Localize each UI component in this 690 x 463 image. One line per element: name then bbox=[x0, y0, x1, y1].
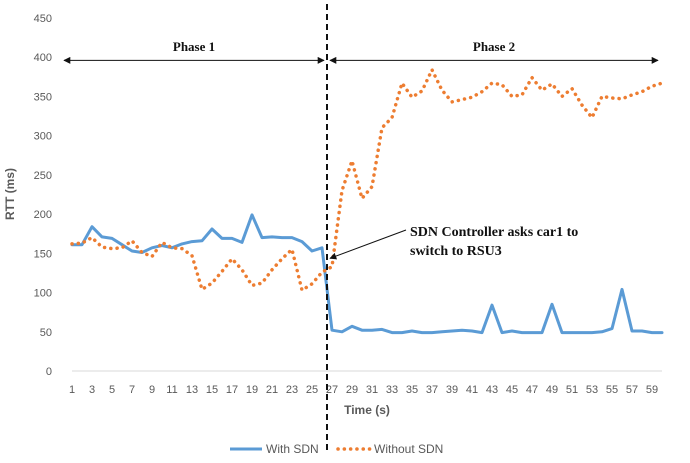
y-tick-label: 150 bbox=[34, 248, 52, 260]
y-tick-label: 300 bbox=[34, 131, 52, 143]
x-tick-label: 53 bbox=[586, 384, 598, 396]
y-tick-label: 50 bbox=[40, 327, 52, 339]
y-tick-label: 0 bbox=[46, 366, 52, 378]
x-tick-label: 15 bbox=[206, 384, 218, 396]
y-tick-label: 100 bbox=[34, 288, 52, 300]
x-axis-title: Time (s) bbox=[344, 403, 390, 417]
series-layer bbox=[70, 68, 664, 335]
x-tick-label: 55 bbox=[606, 384, 618, 396]
x-tick-label: 43 bbox=[486, 384, 498, 396]
x-tick-label: 51 bbox=[566, 384, 578, 396]
annotation-line-2: switch to RSU3 bbox=[410, 244, 502, 259]
legend: With SDN Without SDN bbox=[230, 442, 443, 456]
legend-label-with-sdn: With SDN bbox=[266, 442, 319, 456]
x-tick-label: 49 bbox=[546, 384, 558, 396]
y-tick-label: 350 bbox=[34, 91, 52, 103]
x-axis-ticks: 1 3 5 7 9 11 13 15 17 19 21 23 25 27 29 31 33 35 37 39 41 43 4… bbox=[69, 384, 658, 396]
x-tick-label: 21 bbox=[266, 384, 278, 396]
x-tick-label: 37 bbox=[426, 384, 438, 396]
phase-label-2: Phase 2 bbox=[473, 39, 515, 54]
x-tick-label: 17 bbox=[226, 384, 238, 396]
y-tick-label: 200 bbox=[34, 209, 52, 221]
x-tick-label: 9 bbox=[149, 384, 155, 396]
x-tick-label: 39 bbox=[446, 384, 458, 396]
x-tick-label: 1 bbox=[69, 384, 75, 396]
legend-label-without-sdn: Without SDN bbox=[374, 442, 443, 456]
x-tick-label: 47 bbox=[526, 384, 538, 396]
x-tick-label: 45 bbox=[506, 384, 518, 396]
x-tick-label: 31 bbox=[366, 384, 378, 396]
x-tick-label: 19 bbox=[246, 384, 258, 396]
y-tick-label: 400 bbox=[34, 52, 52, 64]
x-tick-label: 41 bbox=[466, 384, 478, 396]
x-tick-label: 11 bbox=[166, 384, 177, 396]
x-tick-label: 13 bbox=[186, 384, 198, 396]
y-axis-ticks: 0 50 100 150 200 250 300 350 400 450 bbox=[34, 13, 52, 378]
y-axis-title: RTT (ms) bbox=[3, 168, 17, 220]
x-tick-label: 59 bbox=[646, 384, 658, 396]
y-tick-label: 250 bbox=[34, 170, 52, 182]
x-tick-label: 29 bbox=[346, 384, 358, 396]
x-tick-label: 3 bbox=[89, 384, 95, 396]
x-tick-label: 57 bbox=[626, 384, 638, 396]
annotation: SDN Controller asks car1 to switch to RSU… bbox=[329, 225, 578, 260]
x-tick-label: 27 bbox=[326, 384, 338, 396]
y-tick-label: 450 bbox=[34, 13, 52, 25]
x-tick-label: 5 bbox=[109, 384, 115, 396]
phase-label-1: Phase 1 bbox=[173, 39, 215, 54]
annotation-line-1: SDN Controller asks car1 to bbox=[410, 225, 578, 240]
x-tick-label: 33 bbox=[386, 384, 398, 396]
phase-markers: Phase 1 Phase 2 bbox=[63, 39, 659, 64]
x-tick-label: 35 bbox=[406, 384, 418, 396]
x-tick-label: 7 bbox=[129, 384, 135, 396]
x-tick-label: 23 bbox=[286, 384, 298, 396]
series-line-without-sdn bbox=[70, 68, 664, 292]
x-tick-label: 25 bbox=[306, 384, 318, 396]
annotation-arrow bbox=[329, 229, 407, 260]
